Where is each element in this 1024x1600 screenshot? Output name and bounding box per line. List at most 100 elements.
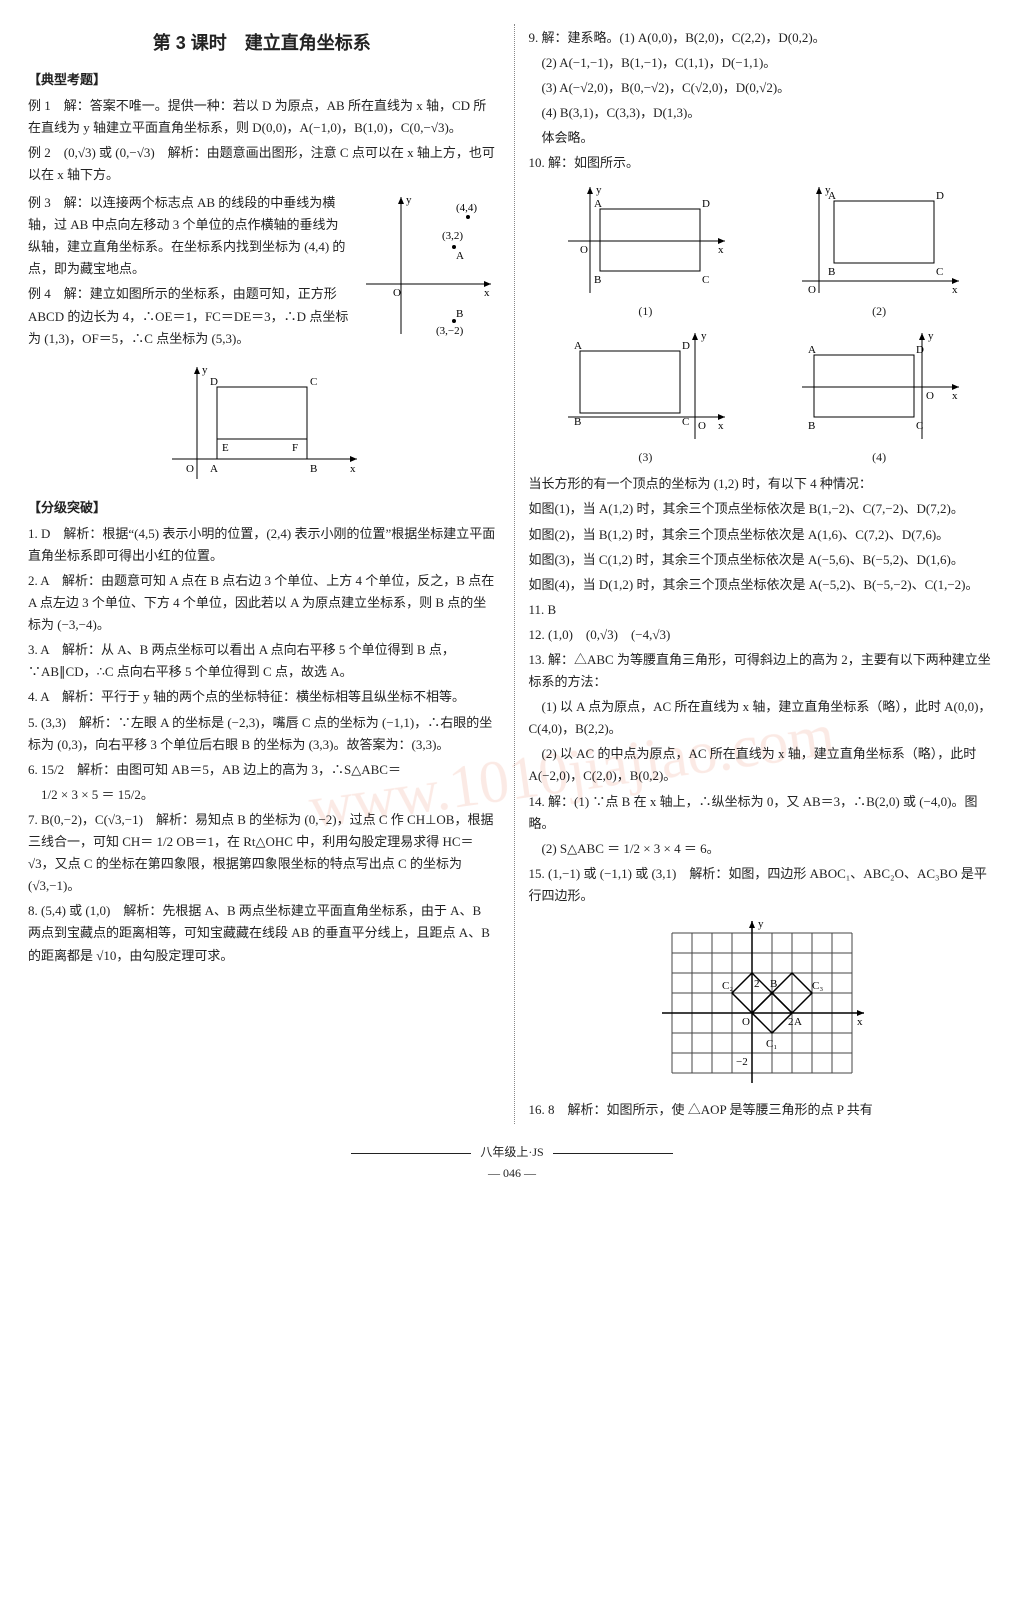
svg-text:y: y [406,194,412,206]
svg-text:A: A [594,198,602,210]
svg-text:A: A [794,1016,802,1028]
svg-text:D: D [936,190,944,202]
svg-text:x: x [952,390,958,402]
column-left: 第 3 课时 建立直角坐标系 【典型考题】 例 1 解：答案不唯一。提供一种：若… [28,24,496,1124]
svg-text:C: C [310,376,317,388]
svg-text:A: A [456,250,464,262]
q9e: 体会略。 [529,127,997,149]
q11: 11. B [529,599,997,621]
svg-text:O: O [926,390,934,402]
svg-text:F: F [292,442,298,454]
q12: 12. (1,0) (0,√3) (−4,√3) [529,624,997,646]
svg-text:D: D [702,198,710,210]
svg-text:(3,2): (3,2) [442,230,463,242]
fig10-caption2: (2) [794,301,964,321]
svg-text:x: x [484,287,490,299]
svg-text:C₂: C₂ [722,980,733,992]
page-columns: 第 3 课时 建立直角坐标系 【典型考题】 例 1 解：答案不唯一。提供一种：若… [28,24,996,1124]
example-2: 例 2 (0,√3) 或 (0,−√3) 解析：由题意画出图形，注意 C 点可以… [28,142,496,186]
svg-text:x: x [718,244,724,256]
example-4: 例 4 解：建立如图所示的坐标系，由题可知，正方形 ABCD 的边长为 4，∴O… [28,283,350,349]
svg-text:C₁: C₁ [766,1038,777,1050]
svg-text:B: B [770,978,777,990]
svg-text:A: A [828,190,836,202]
q13b: (2) 以 AC 的中点为原点，AC 所在直线为 x 轴，建立直角坐标系（略），… [529,743,997,787]
q5: 5. (3,3) 解析：∵左眼 A 的坐标是 (−2,3)，嘴唇 C 点的坐标为… [28,712,496,756]
example-3: 例 3 解：以连接两个标志点 AB 的线段的中垂线为横轴，过 AB 中点向左移动… [28,192,350,280]
svg-text:x: x [718,420,724,432]
svg-text:2: 2 [788,1016,794,1028]
q14: 14. 解：(1) ∵点 B 在 x 轴上，∴纵坐标为 0，又 AB＝3，∴B(… [529,791,997,835]
q15: 15. (1,−1) 或 (−1,1) 或 (3,1) 解析：如图，四边形 AB… [529,863,997,907]
q1: 1. D 解析：根据“(4,5) 表示小明的位置，(2,4) 表示小刚的位置”根… [28,523,496,567]
svg-text:D: D [210,376,218,388]
svg-text:E: E [222,442,229,454]
svg-text:A: A [574,340,582,352]
example-1: 例 1 解：答案不唯一。提供一种：若以 D 为原点，AB 所在直线为 x 轴，C… [28,95,496,139]
section-header-examples: 【典型考题】 [28,69,496,91]
svg-text:O: O [580,244,588,256]
fig10-caption1: (1) [560,301,730,321]
figure-q10-row1: O x y A D B C (1) O x y [529,181,997,321]
q6a: 6. 15/2 解析：由图可知 AB＝5，AB 边上的高为 3，∴S△ABC＝ [28,759,496,781]
svg-text:A: A [808,344,816,356]
svg-text:O: O [698,420,706,432]
q7: 7. B(0,−2)，C(√3,−1) 解析：易知点 B 的坐标为 (0,−2)… [28,809,496,897]
q4: 4. A 解析：平行于 y 轴的两个点的坐标特征：横坐标相等且纵坐标不相等。 [28,686,496,708]
svg-text:y: y [928,330,934,342]
svg-text:C: C [936,266,943,278]
svg-text:−2: −2 [736,1056,748,1068]
svg-text:B: B [828,266,835,278]
svg-text:O: O [393,287,401,299]
svg-text:D: D [682,340,690,352]
svg-text:C: C [702,274,709,286]
svg-text:O: O [186,463,194,475]
svg-text:O: O [742,1016,750,1028]
figure-ex3: O x y (4,4) (3,2) A B (3,−2) [356,189,496,353]
svg-text:x: x [952,284,958,296]
svg-text:C: C [916,420,923,432]
figure-q15: O x y A B C₁ C₂ C₃ 2 −2 2 [529,913,997,1093]
q10-text4: 如图(3)，当 C(1,2) 时，其余三个顶点坐标依次是 A(−5,6)、B(−… [529,549,997,571]
figure-ex4: O x y D C A B E F [28,359,496,489]
q9c: (3) A(−√2,0)，B(0,−√2)，C(√2,0)，D(0,√2)。 [529,77,997,99]
q16: 16. 8 解析：如图所示，使 △AOP 是等腰三角形的点 P 共有 [529,1099,997,1121]
svg-text:B: B [310,463,317,475]
fig10-caption3: (3) [560,447,730,467]
fig10-caption4: (4) [794,447,964,467]
svg-text:y: y [202,364,208,376]
svg-text:x: x [350,463,356,475]
svg-text:A: A [210,463,218,475]
svg-text:B: B [574,416,581,428]
svg-text:(4,4): (4,4) [456,202,477,214]
svg-text:y: y [596,184,602,196]
svg-text:B: B [456,308,463,320]
svg-text:B: B [808,420,815,432]
column-right: 9. 解：建系略。(1) A(0,0)，B(2,0)，C(2,2)，D(0,2)… [514,24,997,1124]
svg-text:(3,−2): (3,−2) [436,325,464,337]
q14b: (2) S△ABC ＝ 1/2 × 3 × 4 ＝ 6。 [529,838,997,860]
svg-text:C: C [682,416,689,428]
q3: 3. A 解析：从 A、B 两点坐标可以看出 A 点向右平移 5 个单位得到 B… [28,639,496,683]
q9: 9. 解：建系略。(1) A(0,0)，B(2,0)，C(2,2)，D(0,2)… [529,27,997,49]
svg-text:y: y [758,918,764,930]
q6b: 1/2 × 3 × 5 ＝ 15/2。 [28,784,496,806]
svg-text:O: O [808,284,816,296]
svg-text:x: x [857,1016,863,1028]
q13a: (1) 以 A 点为原点，AC 所在直线为 x 轴，建立直角坐标系（略），此时 … [529,696,997,740]
q9b: (2) A(−1,−1)，B(1,−1)，C(1,1)，D(−1,1)。 [529,52,997,74]
page-footer: 八年级上·JS — 046 — [28,1142,996,1183]
section-header-practice: 【分级突破】 [28,497,496,519]
svg-text:B: B [594,274,601,286]
q13: 13. 解：△ABC 为等腰直角三角形，可得斜边上的高为 2，主要有以下两种建立… [529,649,997,693]
q10-text2: 如图(1)，当 A(1,2) 时，其余三个顶点坐标依次是 B(1,−2)、C(7… [529,498,997,520]
figure-q10-row2: O x y A D B C (3) O x y [529,327,997,467]
svg-text:D: D [916,344,924,356]
svg-text:C₃: C₃ [812,980,823,992]
lesson-title: 第 3 课时 建立直角坐标系 [28,28,496,59]
svg-text:y: y [701,330,707,342]
q10-text3: 如图(2)，当 B(1,2) 时，其余三个顶点坐标依次是 A(1,6)、C(7,… [529,524,997,546]
q10: 10. 解：如图所示。 [529,152,997,174]
footer-page: 046 [503,1166,521,1180]
q2: 2. A 解析：由题意可知 A 点在 B 点右边 3 个单位、上方 4 个单位，… [28,570,496,636]
